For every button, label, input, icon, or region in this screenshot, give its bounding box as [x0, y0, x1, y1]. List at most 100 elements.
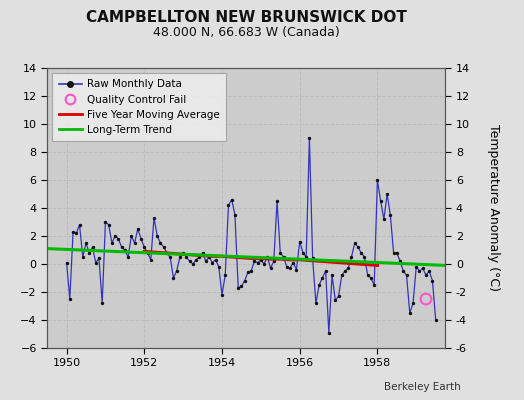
Point: [373, 177, 381, 183]
Point: [347, 254, 356, 260]
Point: [354, 244, 362, 250]
Point: [428, 278, 436, 284]
Point: [386, 212, 395, 218]
Point: [221, 272, 230, 278]
Point: [416, 268, 424, 274]
Point: [279, 254, 288, 260]
Point: [286, 265, 294, 271]
Point: [199, 250, 207, 256]
Point: [237, 283, 246, 290]
Point: [215, 264, 223, 270]
Point: [92, 259, 100, 266]
Point: [299, 250, 307, 256]
Point: [289, 259, 298, 266]
Point: [153, 233, 161, 239]
Point: [227, 196, 236, 203]
Point: [263, 254, 271, 260]
Point: [282, 264, 291, 270]
Point: [425, 268, 433, 274]
Point: [419, 265, 427, 271]
Point: [266, 265, 275, 271]
Point: [169, 275, 178, 281]
Point: [98, 300, 106, 306]
Point: [195, 254, 203, 260]
Point: [276, 250, 285, 256]
Point: [72, 230, 81, 236]
Point: [364, 272, 372, 278]
Point: [189, 261, 197, 267]
Point: [150, 214, 158, 221]
Point: [328, 272, 336, 278]
Point: [89, 244, 97, 250]
Point: [396, 258, 404, 264]
Point: [321, 268, 330, 274]
Point: [292, 266, 301, 273]
Point: [130, 240, 139, 246]
Point: [114, 236, 123, 242]
Point: [66, 296, 74, 302]
Point: [208, 259, 216, 266]
Point: [127, 233, 136, 239]
Point: [402, 272, 411, 278]
Y-axis label: Temperature Anomaly (°C): Temperature Anomaly (°C): [487, 124, 499, 292]
Point: [144, 250, 152, 256]
Point: [159, 244, 168, 250]
Point: [399, 268, 408, 274]
Point: [244, 269, 252, 276]
Legend: Raw Monthly Data, Quality Control Fail, Five Year Moving Average, Long-Term Tren: Raw Monthly Data, Quality Control Fail, …: [52, 73, 226, 141]
Point: [254, 259, 262, 266]
Point: [315, 282, 323, 288]
Point: [211, 257, 220, 263]
Point: [431, 317, 440, 323]
Point: [147, 257, 155, 263]
Point: [344, 265, 353, 271]
Text: 48.000 N, 66.683 W (Canada): 48.000 N, 66.683 W (Canada): [153, 26, 340, 39]
Point: [334, 293, 343, 299]
Point: [121, 247, 129, 253]
Point: [370, 282, 378, 288]
Point: [95, 255, 103, 262]
Point: [163, 250, 171, 256]
Point: [192, 257, 200, 263]
Point: [82, 240, 90, 246]
Point: [185, 258, 194, 264]
Point: [309, 255, 317, 262]
Point: [69, 229, 77, 235]
Point: [62, 259, 71, 266]
Point: [104, 222, 113, 228]
Point: [176, 254, 184, 260]
Point: [117, 244, 126, 250]
Point: [406, 310, 414, 316]
Point: [179, 250, 188, 256]
Point: [273, 198, 281, 204]
Point: [422, 296, 430, 302]
Point: [137, 236, 145, 242]
Point: [172, 268, 181, 274]
Point: [389, 250, 398, 256]
Point: [269, 258, 278, 264]
Point: [305, 135, 313, 141]
Point: [134, 226, 142, 232]
Point: [224, 202, 233, 208]
Point: [361, 254, 369, 260]
Point: [205, 254, 213, 260]
Point: [218, 292, 226, 298]
Point: [124, 254, 132, 260]
Point: [85, 250, 93, 256]
Point: [376, 198, 385, 204]
Point: [325, 330, 333, 336]
Point: [422, 272, 430, 278]
Text: Berkeley Earth: Berkeley Earth: [385, 382, 461, 392]
Point: [392, 250, 401, 256]
Point: [351, 240, 359, 246]
Point: [341, 268, 349, 274]
Point: [409, 300, 417, 306]
Point: [202, 258, 210, 264]
Point: [234, 285, 243, 291]
Point: [312, 300, 320, 306]
Point: [111, 233, 119, 239]
Point: [247, 268, 255, 274]
Point: [166, 254, 174, 260]
Point: [231, 212, 239, 218]
Point: [250, 258, 258, 264]
